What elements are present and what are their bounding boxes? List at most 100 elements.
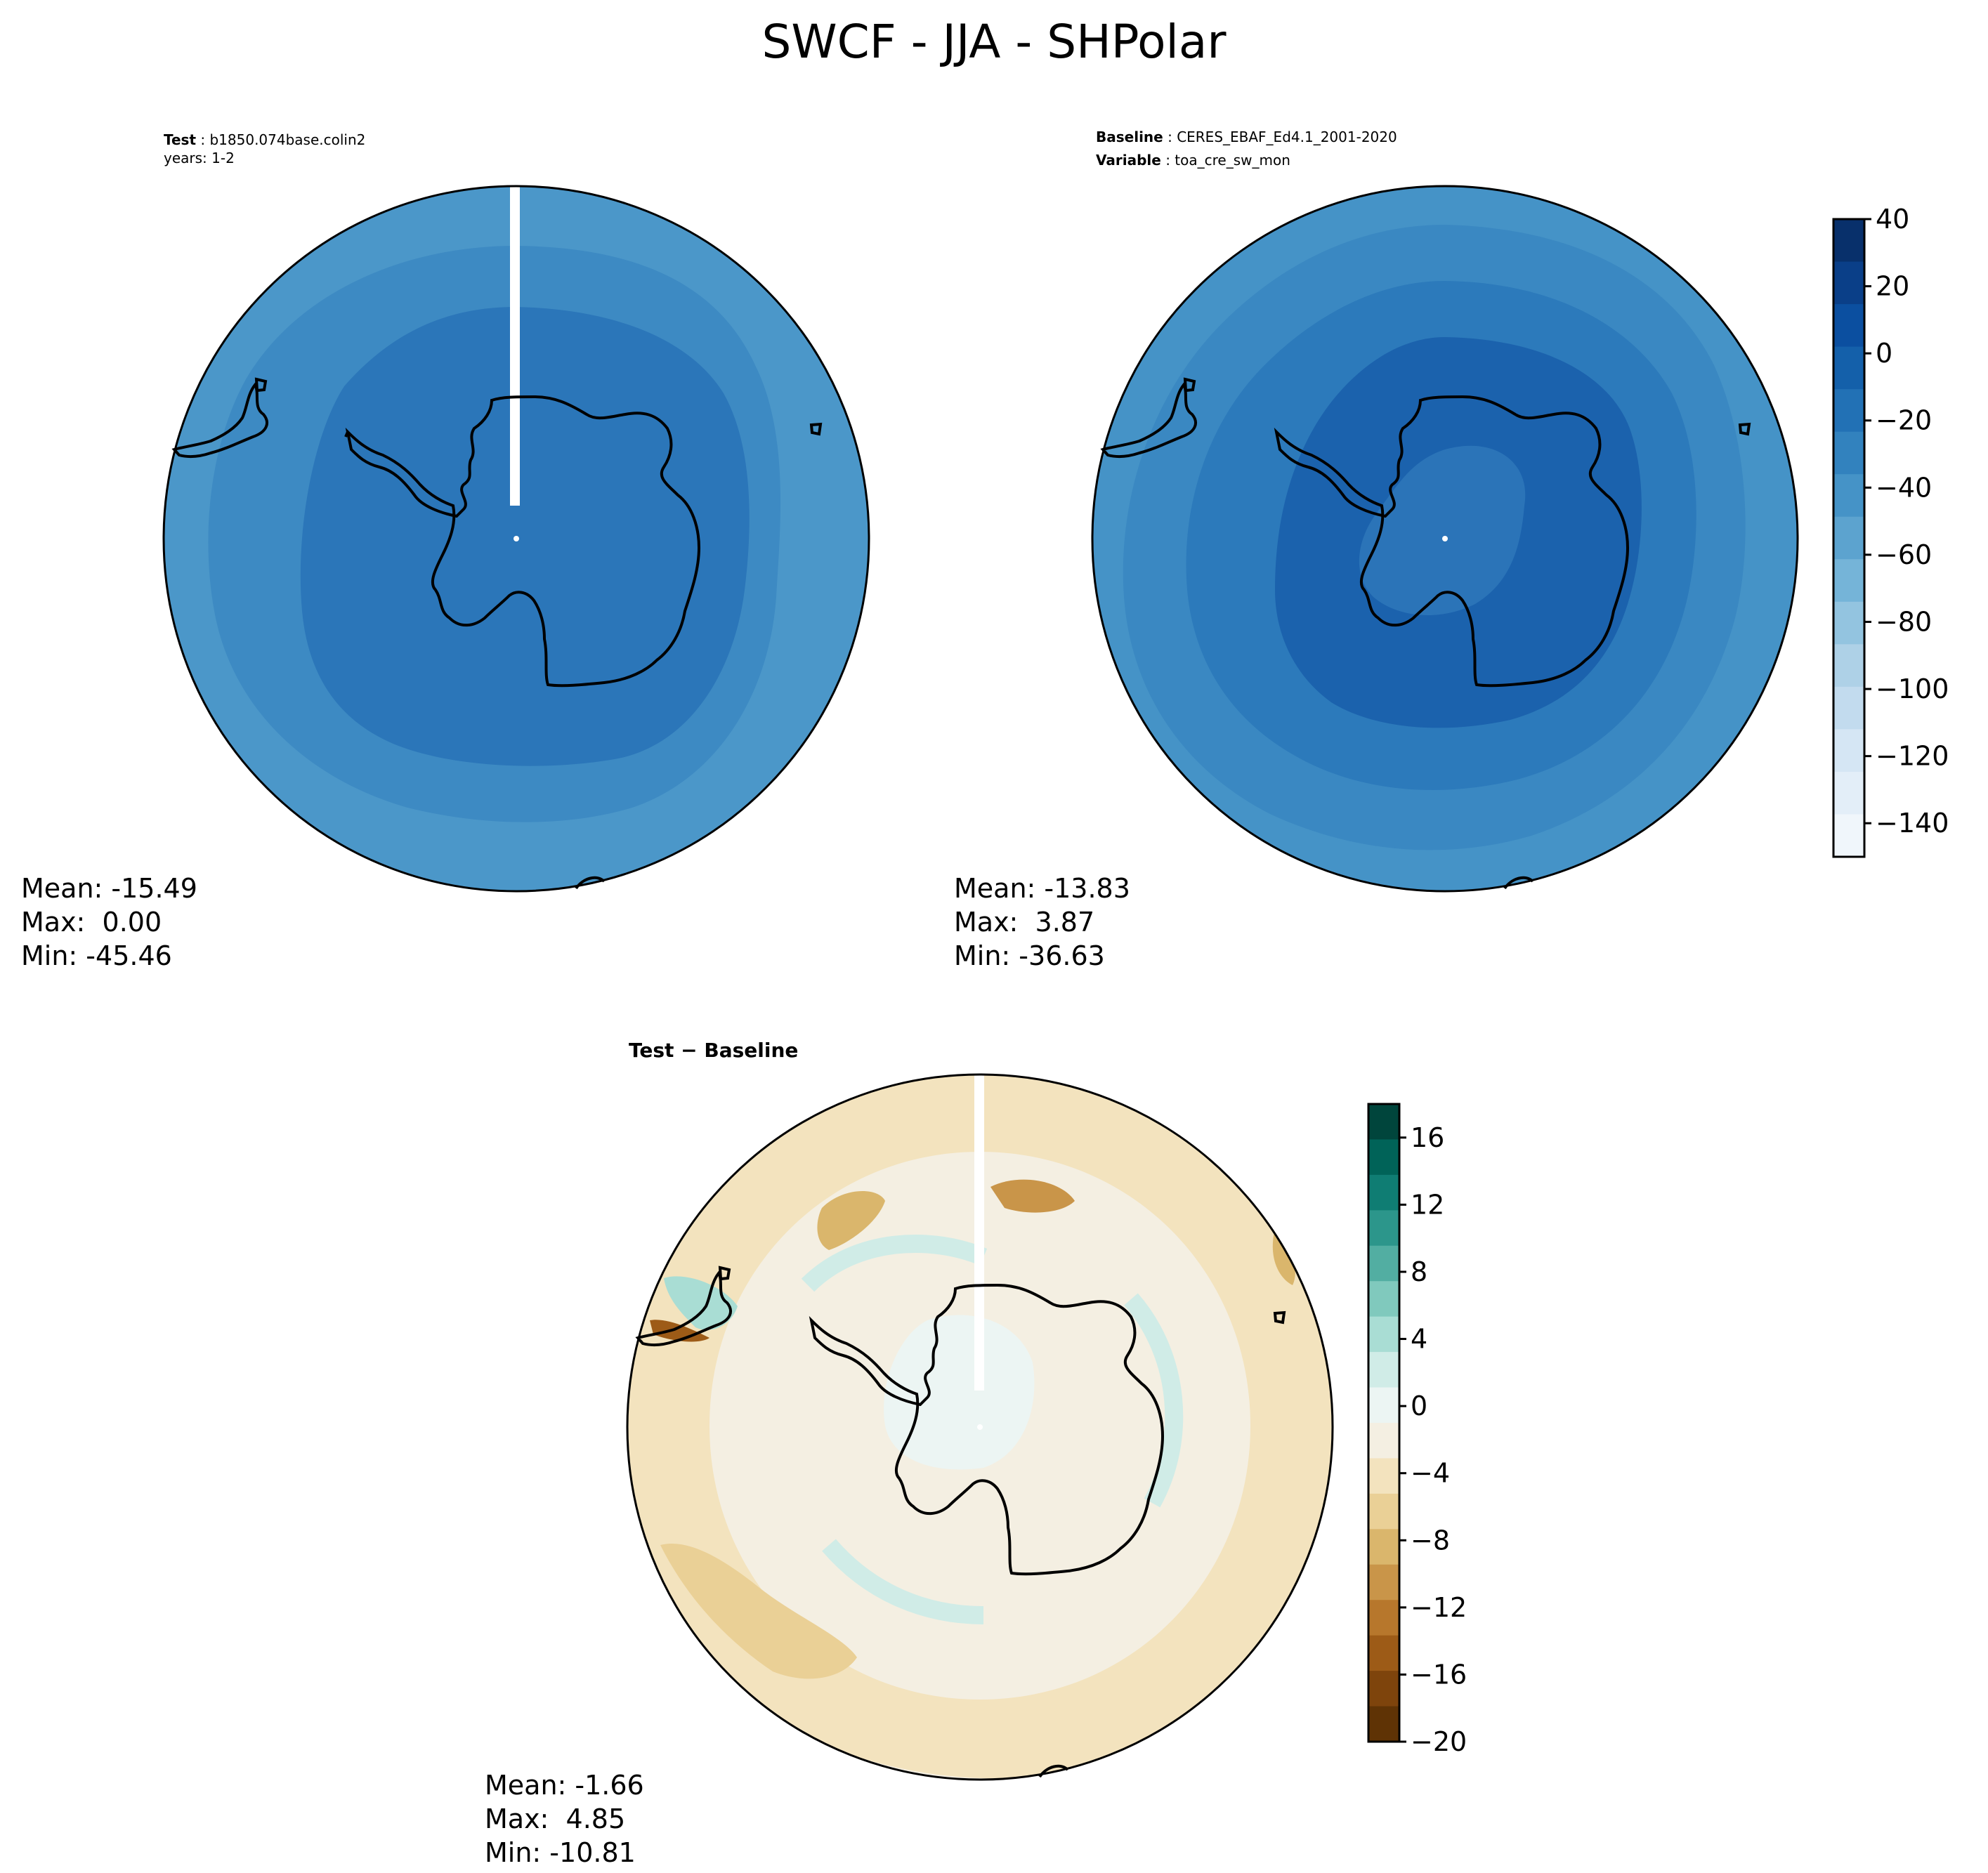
baseline-colorbar-swatch xyxy=(1833,601,1864,645)
diff-field-blob-n2 xyxy=(990,1179,1075,1213)
baseline-map xyxy=(1092,186,1798,891)
test-pole-dot xyxy=(514,536,519,541)
baseline-colorbar-swatch xyxy=(1833,559,1864,603)
diff-colorbar-tick-label: 8 xyxy=(1411,1256,1427,1287)
baseline-colorbar-swatch xyxy=(1833,304,1864,348)
baseline-subtitle-label: Variable xyxy=(1096,152,1161,169)
figure-title: SWCF - JJA - SHPolar xyxy=(762,15,1227,69)
test-stat-min: Min: -45.46 xyxy=(21,940,172,971)
diff-colorbar-swatch xyxy=(1368,1245,1399,1282)
baseline-colorbar-tick-label: 20 xyxy=(1876,271,1909,302)
baseline-colorbar-swatch xyxy=(1833,516,1864,560)
baseline-colorbar-swatch xyxy=(1833,644,1864,688)
diff-field-blob-w-light xyxy=(664,1276,738,1330)
baseline-title-value: CERES_EBAF_Ed4.1_2001-2020 xyxy=(1177,129,1397,145)
diff-colorbar-swatch xyxy=(1368,1493,1399,1530)
test-title-sep: : xyxy=(196,131,209,148)
baseline-colorbar: 40 20 0 −20 −40 −60 −80 −100 −120 −140 xyxy=(1832,204,1949,858)
test-title-value: b1850.074base.colin2 xyxy=(209,131,365,148)
test-missing-wedge xyxy=(510,186,520,506)
baseline-title-label: Baseline xyxy=(1096,129,1163,145)
diff-colorbar-swatch xyxy=(1368,1139,1399,1176)
baseline-stat-min: Min: -36.63 xyxy=(954,940,1105,971)
diff-colorbar-frame xyxy=(1367,1103,1401,1743)
baseline-colorbar-tick-label: −120 xyxy=(1876,741,1949,772)
diff-colorbar-swatch xyxy=(1368,1210,1399,1247)
diff-colorbar-tick-label: −8 xyxy=(1411,1525,1450,1556)
diff-colorbar-swatch xyxy=(1368,1635,1399,1671)
diff-colorbar-swatch xyxy=(1368,1387,1399,1424)
baseline-field-core xyxy=(1359,445,1526,616)
baseline-colorbar-swatch xyxy=(1833,389,1864,433)
diff-field-blob-w xyxy=(650,1320,709,1342)
diff-panel-title: Test − Baseline xyxy=(629,1039,798,1062)
diff-colorbar-swatch xyxy=(1368,1316,1399,1353)
diff-pole-dot xyxy=(977,1424,983,1430)
diff-colorbar-swatch xyxy=(1368,1174,1399,1211)
baseline-colorbar-swatch xyxy=(1833,814,1864,857)
diff-colorbar-tick-label: 16 xyxy=(1411,1122,1444,1153)
baseline-title-sep: : xyxy=(1163,129,1177,145)
test-map-outline xyxy=(162,185,870,893)
diff-field-blob-n1 xyxy=(817,1191,885,1250)
test-panel: Test : b1850.074base.colin2 years: 1-2 M… xyxy=(21,131,870,971)
baseline-colorbar-tick-label: −60 xyxy=(1876,539,1932,570)
diff-stat-min: Min: -10.81 xyxy=(485,1837,636,1868)
baseline-colorbar-frame xyxy=(1832,218,1866,858)
diff-stat-max: Max: 4.85 xyxy=(485,1803,625,1834)
baseline-colorbar-swatch xyxy=(1833,346,1864,390)
diff-colorbar-swatch xyxy=(1368,1564,1399,1601)
baseline-colorbar-swatch xyxy=(1833,261,1864,305)
diff-colorbar-swatch xyxy=(1368,1706,1399,1742)
baseline-colorbar-swatch xyxy=(1833,729,1864,773)
diff-field-tan-sw xyxy=(660,1544,857,1679)
baseline-stat-mean: Mean: -13.83 xyxy=(954,873,1130,904)
diff-colorbar-tick-label: 0 xyxy=(1411,1391,1427,1421)
diff-field-inner-light xyxy=(884,1315,1035,1470)
baseline-colorbar-tick-label: 40 xyxy=(1876,204,1909,235)
diff-colorbar-tick-label: −4 xyxy=(1411,1458,1450,1489)
baseline-colorbar-tick-label: −20 xyxy=(1876,405,1932,436)
diff-colorbar-swatch xyxy=(1368,1104,1399,1141)
diff-panel: Test − Baseline Mean: -1.66 Max: 4.85 Mi… xyxy=(485,1039,1467,1868)
diff-colorbar-swatch xyxy=(1368,1352,1399,1388)
baseline-colorbar-swatch xyxy=(1833,474,1864,518)
baseline-colorbar-tick-label: 0 xyxy=(1876,338,1892,369)
diff-colorbar-swatch xyxy=(1368,1458,1399,1494)
baseline-subtitle-sep: : xyxy=(1161,152,1175,169)
baseline-colorbar-tick-label: −140 xyxy=(1876,808,1949,839)
baseline-panel: Baseline : CERES_EBAF_Ed4.1_2001-2020 Va… xyxy=(954,129,1949,971)
test-field-band-1 xyxy=(300,307,750,766)
baseline-colorbar-swatch xyxy=(1833,431,1864,475)
diff-colorbar-swatch xyxy=(1368,1600,1399,1636)
diff-colorbar-tick-label: −16 xyxy=(1411,1659,1467,1690)
diff-colorbar-swatch xyxy=(1368,1281,1399,1317)
baseline-pole-dot xyxy=(1442,536,1448,541)
diff-colorbar-tick-label: 4 xyxy=(1411,1324,1427,1355)
baseline-colorbar-swatch xyxy=(1833,219,1864,263)
baseline-colorbar-swatch xyxy=(1833,771,1864,815)
baseline-panel-title: Baseline : CERES_EBAF_Ed4.1_2001-2020 xyxy=(1096,129,1397,145)
diff-colorbar-tick-label: −20 xyxy=(1411,1726,1467,1757)
diff-field-inner-ring xyxy=(801,1234,1184,1624)
test-stat-max: Max: 0.00 xyxy=(21,907,162,938)
diff-colorbar-swatch xyxy=(1368,1671,1399,1707)
baseline-panel-subtitle: Variable : toa_cre_sw_mon xyxy=(1096,152,1290,169)
test-stat-mean: Mean: -15.49 xyxy=(21,873,197,904)
diff-colorbar-swatch xyxy=(1368,1529,1399,1565)
test-panel-title: Test : b1850.074base.colin2 xyxy=(164,131,365,148)
diff-stat-mean: Mean: -1.66 xyxy=(485,1770,644,1801)
baseline-map-outline xyxy=(1091,185,1799,893)
diff-map-outline xyxy=(626,1073,1334,1781)
diff-missing-wedge xyxy=(974,1074,984,1391)
test-panel-subtitle: years: 1-2 xyxy=(164,150,235,166)
baseline-colorbar-tick-label: −80 xyxy=(1876,606,1932,637)
diff-colorbar-tick-label: −12 xyxy=(1411,1592,1467,1623)
baseline-colorbar-swatch xyxy=(1833,686,1864,730)
baseline-colorbar-tick-label: −40 xyxy=(1876,472,1932,503)
diff-colorbar-swatch xyxy=(1368,1423,1399,1459)
diff-field-blob-e xyxy=(1272,1229,1295,1285)
baseline-subtitle-value: toa_cre_sw_mon xyxy=(1175,152,1290,169)
test-title-label: Test xyxy=(164,131,196,148)
